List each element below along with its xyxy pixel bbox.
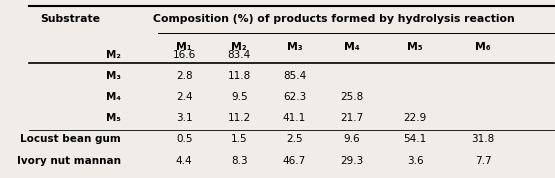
Text: 2.8: 2.8 xyxy=(176,71,193,81)
Text: 83.4: 83.4 xyxy=(228,49,251,60)
Text: 3.1: 3.1 xyxy=(176,113,193,123)
Text: 29.3: 29.3 xyxy=(340,156,364,166)
Text: Substrate: Substrate xyxy=(40,14,100,24)
Text: M₄: M₄ xyxy=(107,92,121,102)
Text: 3.6: 3.6 xyxy=(407,156,423,166)
Text: 46.7: 46.7 xyxy=(282,156,306,166)
Text: 9.5: 9.5 xyxy=(231,92,248,102)
Text: M₁: M₁ xyxy=(176,42,192,52)
Text: M₅: M₅ xyxy=(107,113,121,123)
Text: Ivory nut mannan: Ivory nut mannan xyxy=(17,156,121,166)
Text: 0.5: 0.5 xyxy=(176,134,193,144)
Text: 8.3: 8.3 xyxy=(231,156,248,166)
Text: 2.4: 2.4 xyxy=(176,92,193,102)
Text: 25.8: 25.8 xyxy=(340,92,364,102)
Text: M₄: M₄ xyxy=(344,42,360,52)
Text: Composition (%) of products formed by hydrolysis reaction: Composition (%) of products formed by hy… xyxy=(153,14,514,24)
Text: 41.1: 41.1 xyxy=(282,113,306,123)
Text: 11.2: 11.2 xyxy=(228,113,251,123)
Text: M₅: M₅ xyxy=(407,42,423,52)
Text: M₃: M₃ xyxy=(286,42,302,52)
Text: 7.7: 7.7 xyxy=(475,156,492,166)
Text: M₆: M₆ xyxy=(476,42,491,52)
Text: 9.6: 9.6 xyxy=(344,134,360,144)
Text: 16.6: 16.6 xyxy=(173,49,196,60)
Text: 22.9: 22.9 xyxy=(403,113,427,123)
Text: 31.8: 31.8 xyxy=(472,134,495,144)
Text: 85.4: 85.4 xyxy=(282,71,306,81)
Text: M₂: M₂ xyxy=(231,42,247,52)
Text: 11.8: 11.8 xyxy=(228,71,251,81)
Text: 21.7: 21.7 xyxy=(340,113,364,123)
Text: 54.1: 54.1 xyxy=(403,134,427,144)
Text: M₂: M₂ xyxy=(107,49,121,60)
Text: Locust bean gum: Locust bean gum xyxy=(21,134,121,144)
Text: 1.5: 1.5 xyxy=(231,134,248,144)
Text: 2.5: 2.5 xyxy=(286,134,302,144)
Text: 62.3: 62.3 xyxy=(282,92,306,102)
Text: 4.4: 4.4 xyxy=(176,156,193,166)
Text: M₃: M₃ xyxy=(106,71,121,81)
